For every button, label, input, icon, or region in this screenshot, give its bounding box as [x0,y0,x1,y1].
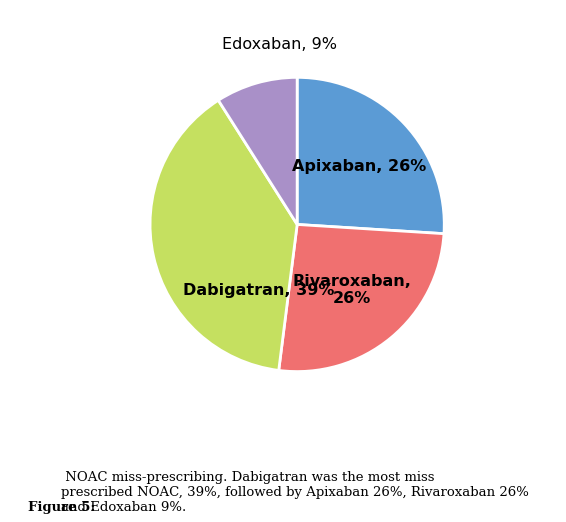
Wedge shape [297,77,444,234]
Text: Dabigatran, 39%: Dabigatran, 39% [182,283,334,298]
Text: Figure 5:: Figure 5: [28,501,96,514]
Text: Apixaban, 26%: Apixaban, 26% [292,159,426,173]
Wedge shape [218,77,297,224]
Text: Rivaroxaban,
26%: Rivaroxaban, 26% [292,274,411,306]
Text: Edoxaban, 9%: Edoxaban, 9% [222,38,337,53]
Text: NOAC miss-prescribing. Dabigatran was the most miss
prescribed NOAC, 39%, follow: NOAC miss-prescribing. Dabigatran was th… [61,471,529,514]
Wedge shape [278,224,444,372]
Wedge shape [150,100,297,371]
